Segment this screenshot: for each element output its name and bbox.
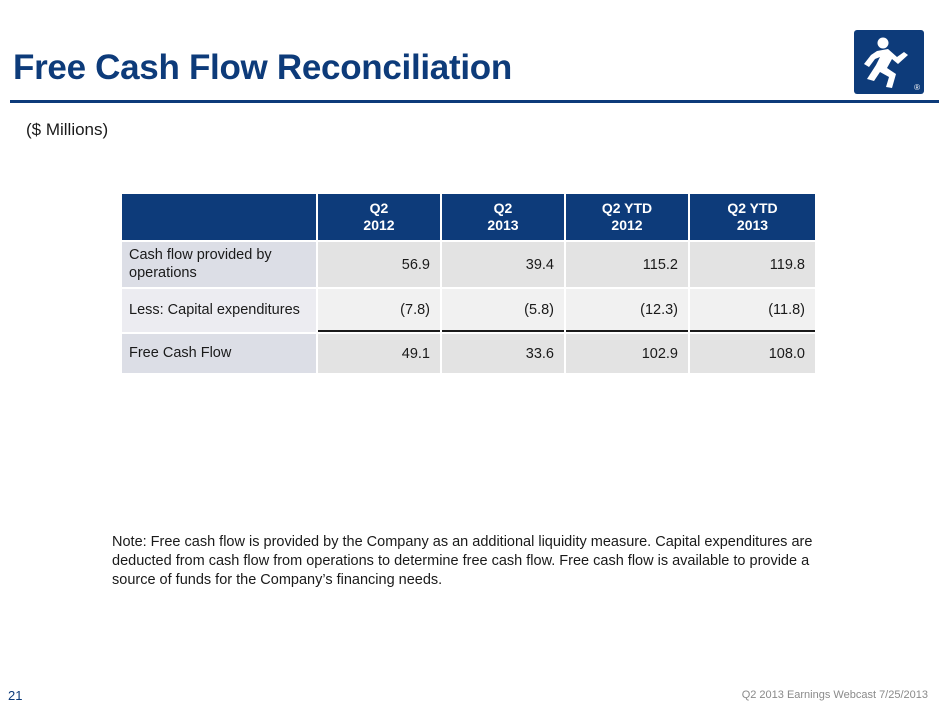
- company-logo: ®: [854, 30, 924, 94]
- cash-flow-table: Q2 2012 Q2 2013 Q2 YTD 2012 Q2 YTD 2013 …: [122, 194, 815, 373]
- header-corner-cell: [122, 194, 316, 240]
- column-header-q2-ytd-2012: Q2 YTD 2012: [566, 194, 688, 240]
- column-header-q2-2013: Q2 2013: [442, 194, 564, 240]
- row-label: Cash flow provided by operations: [122, 242, 316, 287]
- column-header-period: Q2 YTD: [601, 200, 653, 217]
- table-cell: 49.1: [318, 334, 440, 373]
- column-header-year: 2012: [363, 217, 395, 233]
- table-cell: 39.4: [442, 242, 564, 287]
- column-header-year: 2012: [611, 217, 643, 233]
- table-cell: 56.9: [318, 242, 440, 287]
- table-cell: (7.8): [318, 289, 440, 332]
- units-subtitle: ($ Millions): [26, 120, 109, 139]
- column-header-year: 2013: [487, 217, 519, 233]
- table-cell: (12.3): [566, 289, 688, 332]
- page-title: Free Cash Flow Reconciliation: [13, 48, 512, 87]
- column-header-q2-ytd-2013: Q2 YTD 2013: [690, 194, 815, 240]
- table-cell: 119.8: [690, 242, 815, 287]
- footer-caption: Q2 2013 Earnings Webcast 7/25/2013: [741, 689, 928, 701]
- row-label: Free Cash Flow: [122, 334, 316, 373]
- table-cell: 33.6: [442, 334, 564, 373]
- page-number: 21: [8, 688, 23, 703]
- registered-mark: ®: [914, 83, 920, 92]
- table-cell: 102.9: [566, 334, 688, 373]
- running-man-logo-icon: [864, 37, 908, 88]
- table-row: Free Cash Flow 49.1 33.6 102.9 108.0: [122, 334, 815, 373]
- title-divider: [10, 100, 939, 103]
- column-header-q2-2012: Q2 2012: [318, 194, 440, 240]
- table-cell: 115.2: [566, 242, 688, 287]
- column-header-period: Q2 YTD: [727, 200, 778, 217]
- table-header-row: Q2 2012 Q2 2013 Q2 YTD 2012 Q2 YTD 2013: [122, 194, 815, 240]
- table-cell: (5.8): [442, 289, 564, 332]
- table-cell: (11.8): [690, 289, 815, 332]
- column-header-year: 2013: [736, 217, 769, 233]
- column-header-period: Q2: [493, 200, 513, 217]
- footnote: Note: Free cash flow is provided by the …: [112, 534, 813, 588]
- table-row: Cash flow provided by operations 56.9 39…: [122, 242, 815, 287]
- table-row: Less: Capital expenditures (7.8) (5.8) (…: [122, 289, 815, 332]
- row-label: Less: Capital expenditures: [122, 289, 316, 332]
- column-header-period: Q2: [369, 200, 389, 217]
- table-cell: 108.0: [690, 334, 815, 373]
